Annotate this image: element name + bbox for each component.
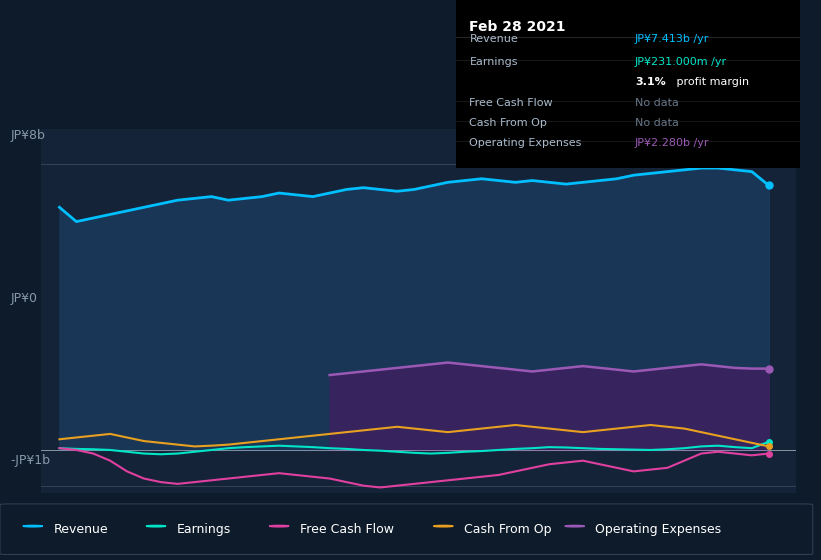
Text: Free Cash Flow: Free Cash Flow [300, 522, 393, 536]
Text: profit margin: profit margin [673, 77, 749, 87]
Text: Earnings: Earnings [470, 57, 518, 67]
Circle shape [565, 525, 585, 527]
Text: 3.1%: 3.1% [635, 77, 666, 87]
Circle shape [146, 525, 166, 527]
Text: Cash From Op: Cash From Op [470, 118, 548, 128]
Circle shape [269, 525, 289, 527]
Text: -JP¥1b: -JP¥1b [11, 454, 51, 466]
Text: No data: No data [635, 97, 679, 108]
Text: Revenue: Revenue [470, 34, 518, 44]
Text: JP¥8b: JP¥8b [11, 129, 46, 142]
Circle shape [23, 525, 43, 527]
Text: Revenue: Revenue [53, 522, 108, 536]
Text: Free Cash Flow: Free Cash Flow [470, 97, 553, 108]
Text: Earnings: Earnings [177, 522, 231, 536]
Text: Cash From Op: Cash From Op [464, 522, 552, 536]
Text: Operating Expenses: Operating Expenses [470, 138, 582, 148]
Text: Operating Expenses: Operating Expenses [595, 522, 722, 536]
Text: JP¥0: JP¥0 [11, 292, 38, 305]
Text: Feb 28 2021: Feb 28 2021 [470, 20, 566, 34]
Text: JP¥7.413b /yr: JP¥7.413b /yr [635, 34, 709, 44]
Text: JP¥2.280b /yr: JP¥2.280b /yr [635, 138, 709, 148]
Text: JP¥231.000m /yr: JP¥231.000m /yr [635, 57, 727, 67]
Circle shape [433, 525, 453, 527]
Text: No data: No data [635, 118, 679, 128]
